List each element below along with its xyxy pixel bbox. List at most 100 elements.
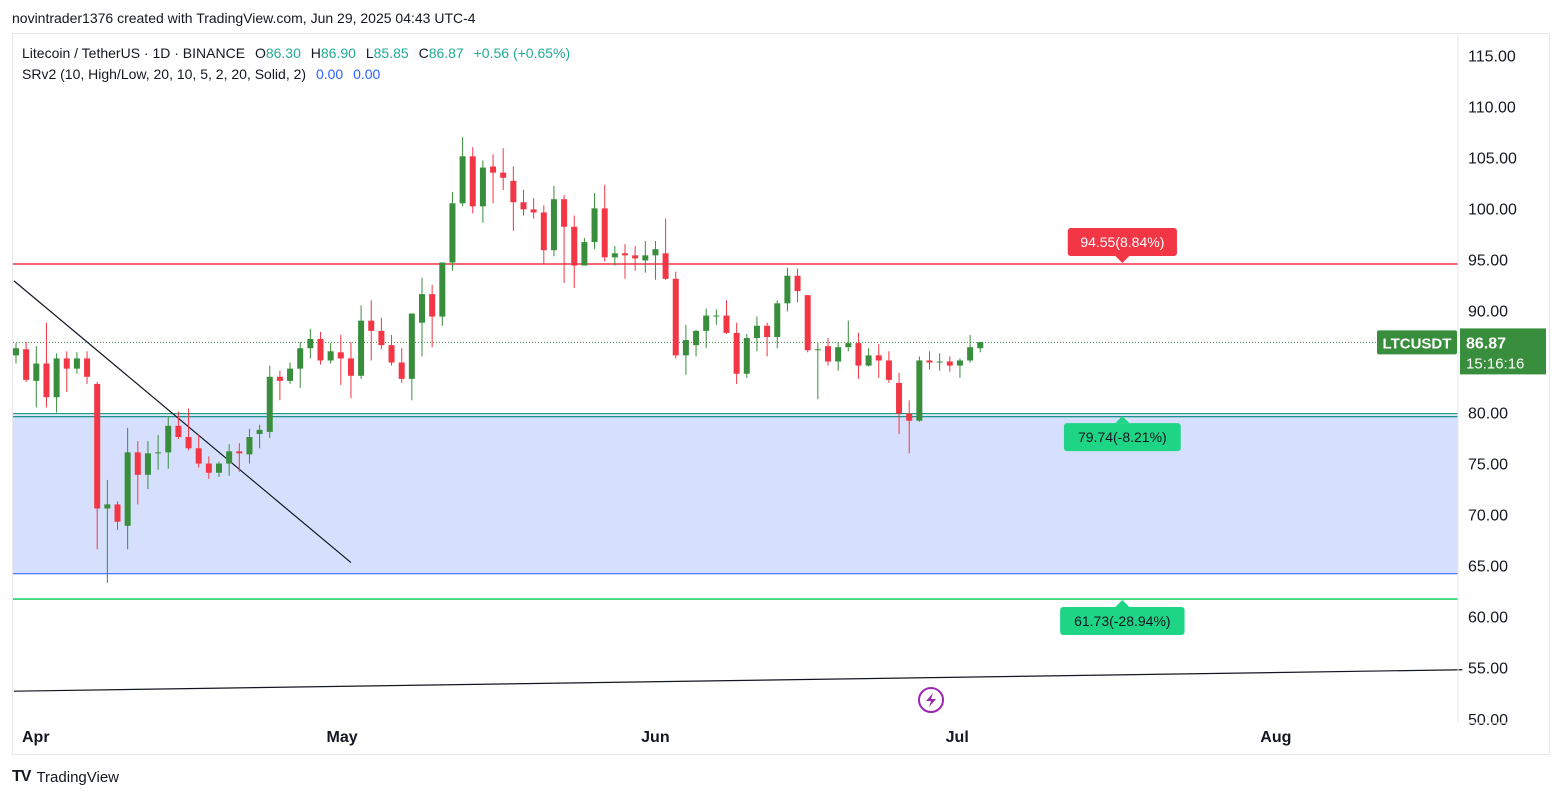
candle <box>63 351 70 393</box>
candle-body <box>713 315 720 317</box>
candle-body <box>226 451 233 464</box>
candle <box>165 416 172 469</box>
candle <box>571 215 578 288</box>
candle <box>144 441 151 490</box>
candle <box>398 348 405 383</box>
candle-body <box>845 343 852 348</box>
candle <box>134 441 141 505</box>
brand-name: TradingView <box>36 768 119 786</box>
candle-body <box>307 339 314 349</box>
symbol-name[interactable]: Litecoin / TetherUS · 1D · BINANCE <box>22 45 246 61</box>
candle <box>540 205 547 265</box>
candle <box>591 193 598 250</box>
candle <box>469 147 476 214</box>
candle-body <box>378 330 385 346</box>
candle-body <box>946 361 953 366</box>
candle-body <box>195 448 202 464</box>
candle-body <box>114 504 121 522</box>
candle <box>652 241 659 280</box>
candle <box>713 309 720 325</box>
close-label: C <box>418 45 429 61</box>
countdown-label: 15:16:16 <box>1466 355 1524 372</box>
candle-body <box>764 325 771 337</box>
candle-body <box>155 452 162 454</box>
candle <box>256 424 263 449</box>
candle-body <box>63 358 70 369</box>
candle <box>561 195 568 283</box>
candle-body <box>977 342 984 349</box>
candle <box>429 284 436 348</box>
candle <box>733 322 740 384</box>
y-tick-label: 65.00 <box>1468 559 1508 576</box>
x-tick-label: Jun <box>641 729 669 746</box>
candle <box>906 400 913 454</box>
candle <box>510 166 517 231</box>
candle-body <box>469 156 476 207</box>
candle-body <box>865 355 872 366</box>
last-price-label: 86.87 <box>1466 335 1506 352</box>
candle-body <box>591 208 598 243</box>
chart-frame[interactable] <box>12 33 1550 755</box>
candle <box>175 411 182 440</box>
candle-body <box>672 278 679 356</box>
candle <box>774 300 781 349</box>
candle-body <box>550 199 557 251</box>
candle-body <box>926 360 933 363</box>
candle <box>388 334 395 366</box>
candle-body <box>693 330 700 346</box>
high-value: 86.90 <box>320 45 356 61</box>
indicator-value-2: 0.00 <box>353 66 381 82</box>
candle-body <box>216 463 222 473</box>
candle-body <box>896 382 903 414</box>
candle-body <box>144 453 151 475</box>
y-tick-label: 60.00 <box>1468 610 1508 627</box>
x-tick-label: Apr <box>22 729 50 746</box>
candle <box>216 461 222 477</box>
candle <box>946 356 953 372</box>
candle-body <box>398 362 405 379</box>
candle <box>287 362 294 384</box>
candle-body <box>703 315 710 331</box>
y-tick-label: 105.00 <box>1468 150 1517 167</box>
candle <box>662 218 669 280</box>
candle <box>13 343 19 364</box>
candle <box>195 434 202 468</box>
candle <box>114 501 121 530</box>
low-target-label-arrow <box>1115 600 1130 608</box>
support-label-box <box>1063 423 1181 452</box>
candle <box>693 329 700 357</box>
trend-line-1 <box>13 280 352 564</box>
candle <box>459 136 466 207</box>
indicator-name[interactable]: SRv2 (10, High/Low, 20, 10, 5, 2, 20, So… <box>22 66 307 82</box>
candle <box>723 300 730 334</box>
candle <box>855 332 862 379</box>
candle-body <box>804 295 811 351</box>
indicator-legend[interactable]: SRv2 (10, High/Low, 20, 10, 5, 2, 20, So… <box>22 66 380 82</box>
y-tick-label: 100.00 <box>1468 201 1517 218</box>
candle <box>419 277 425 357</box>
tradingview-logo-icon: TV <box>12 768 31 785</box>
open-label: O <box>254 45 266 61</box>
candle-body <box>956 360 963 366</box>
candle-body <box>662 253 669 279</box>
candle <box>520 190 527 216</box>
candle-body <box>358 320 365 376</box>
candle-body <box>134 452 141 475</box>
candle <box>276 370 283 401</box>
candle-body <box>23 349 30 380</box>
close-value: 86.87 <box>428 45 464 61</box>
candle-body <box>632 255 639 259</box>
symbol-legend[interactable]: Litecoin / TetherUS · 1D · BINANCE O86.3… <box>22 45 570 61</box>
candle <box>490 154 497 204</box>
candle <box>936 353 943 371</box>
candle <box>703 308 710 349</box>
candle <box>297 342 304 389</box>
candle-body <box>936 361 943 363</box>
candle-body <box>459 156 466 204</box>
candle-body <box>73 358 80 369</box>
candle <box>266 365 273 439</box>
candle-body <box>916 360 923 421</box>
candle <box>672 271 679 359</box>
footer-brand[interactable]: TV TradingView <box>12 768 119 786</box>
